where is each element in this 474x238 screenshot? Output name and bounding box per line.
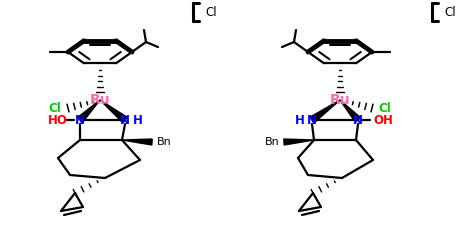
Text: N: N <box>120 114 130 127</box>
Text: Cl: Cl <box>444 5 456 19</box>
Text: Bn: Bn <box>156 137 172 147</box>
Text: Bn: Bn <box>264 137 279 147</box>
Polygon shape <box>340 100 361 122</box>
Text: Ru: Ru <box>90 93 110 107</box>
Text: OH: OH <box>373 114 393 127</box>
Text: H: H <box>295 114 305 127</box>
Text: Cl: Cl <box>49 101 61 114</box>
Polygon shape <box>310 100 340 123</box>
Text: N: N <box>307 114 317 127</box>
Text: N: N <box>353 114 363 127</box>
Polygon shape <box>78 100 100 123</box>
Text: HO: HO <box>48 114 68 127</box>
Text: H: H <box>133 114 143 127</box>
Polygon shape <box>100 100 127 123</box>
Text: N: N <box>75 114 85 127</box>
Text: Cl: Cl <box>379 101 392 114</box>
Polygon shape <box>284 139 314 145</box>
Polygon shape <box>122 139 152 145</box>
Text: Ru: Ru <box>330 93 350 107</box>
Text: Cl: Cl <box>205 5 217 19</box>
